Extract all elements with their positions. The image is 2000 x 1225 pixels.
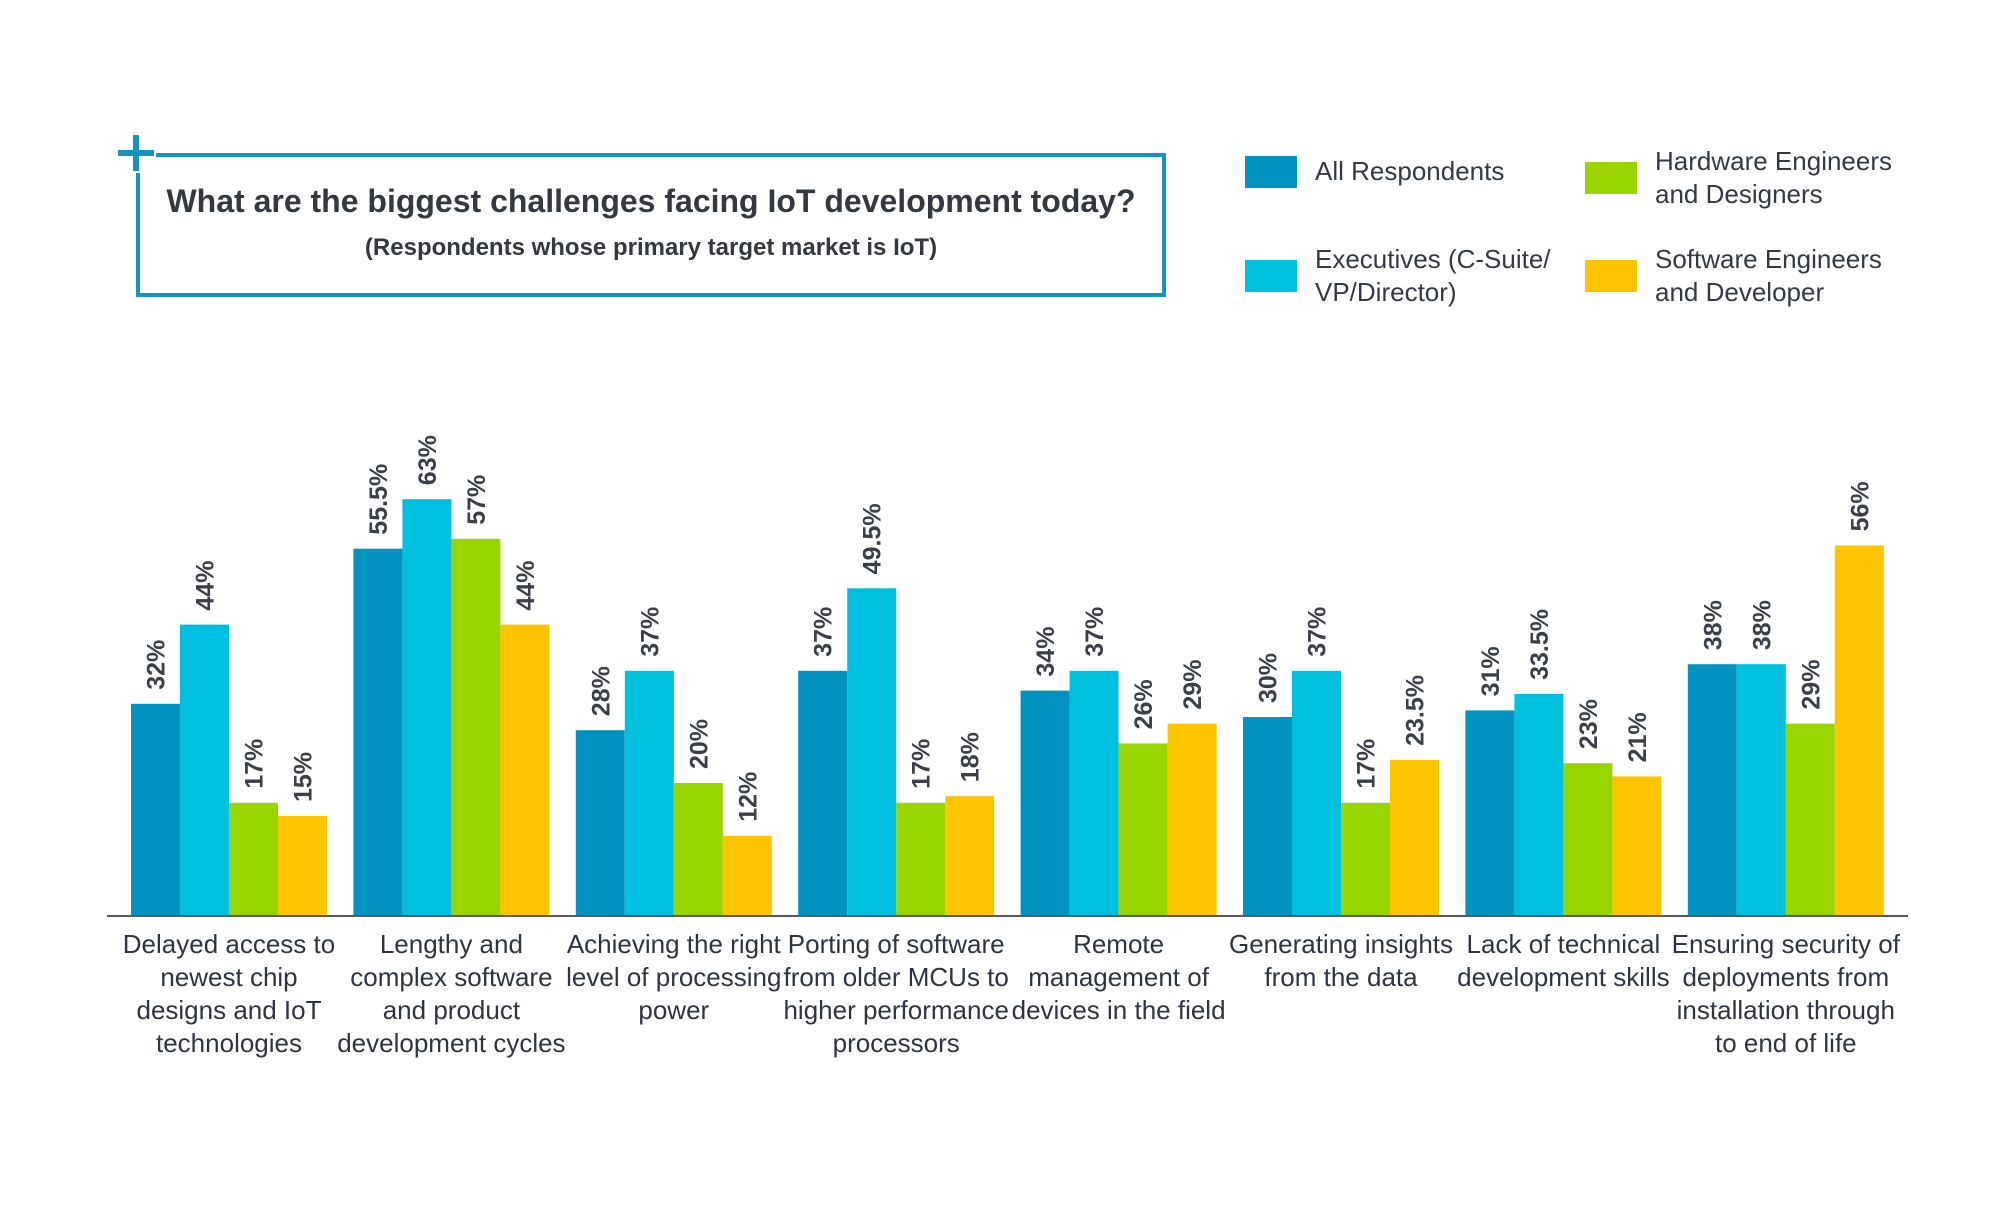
legend-swatch bbox=[1245, 155, 1297, 188]
bar bbox=[1785, 723, 1835, 915]
category-label: Achieving the right level of processing … bbox=[566, 929, 782, 1025]
bar-value-label: 44% bbox=[192, 561, 220, 611]
bar-value-label: 49.5% bbox=[859, 503, 887, 574]
legend-swatch bbox=[1585, 260, 1637, 292]
bar bbox=[1167, 723, 1217, 915]
bar-value-label: 28% bbox=[587, 666, 615, 716]
bar bbox=[1465, 710, 1515, 915]
bar-value-label: 57% bbox=[463, 475, 491, 525]
bar-value-label: 23.5% bbox=[1402, 675, 1430, 746]
bar bbox=[673, 783, 723, 915]
bar bbox=[624, 670, 674, 915]
bar bbox=[1390, 759, 1439, 915]
title-box: What are the biggest challenges facing I… bbox=[136, 153, 1166, 297]
bar-value-label: 44% bbox=[512, 561, 540, 611]
bar bbox=[180, 624, 229, 915]
bar bbox=[1834, 545, 1884, 915]
bar-value-label: 37% bbox=[1304, 607, 1332, 657]
bar-value-label: 32% bbox=[143, 640, 171, 690]
bar-value-label: 37% bbox=[636, 607, 664, 657]
legend-item-executives: Executives (C-Suite/ VP/Director) bbox=[1245, 243, 1575, 309]
bar bbox=[1020, 690, 1070, 915]
bar-value-label: 26% bbox=[1130, 679, 1158, 729]
bar bbox=[1514, 693, 1564, 915]
legend-swatch bbox=[1245, 260, 1297, 292]
bar bbox=[229, 802, 278, 915]
bar-value-label: 37% bbox=[810, 607, 838, 657]
bar-value-label: 63% bbox=[414, 435, 442, 485]
bar-value-label: 33.5% bbox=[1526, 609, 1554, 680]
category-label: Delayed access to newest chip designs an… bbox=[122, 929, 336, 1058]
bar bbox=[500, 624, 550, 915]
legend-label: All Respondents bbox=[1315, 156, 1505, 186]
bar bbox=[575, 730, 625, 915]
bar-value-label: 55.5% bbox=[365, 464, 393, 535]
bar-value-label: 12% bbox=[734, 772, 762, 822]
category-label: Generating insights from the data bbox=[1228, 929, 1454, 992]
bar-value-label: 21% bbox=[1624, 712, 1652, 762]
bar bbox=[1118, 743, 1168, 915]
bar bbox=[278, 816, 327, 915]
legend-label: Hardware Engineers and Designers bbox=[1655, 146, 1893, 209]
bar-value-label: 31% bbox=[1477, 646, 1505, 696]
bar-value-label: 23% bbox=[1575, 699, 1603, 749]
chart-title: What are the biggest challenges facing I… bbox=[166, 183, 1136, 219]
bar bbox=[798, 670, 848, 915]
bar-value-label: 17% bbox=[241, 739, 269, 789]
bar-value-label: 37% bbox=[1081, 607, 1109, 657]
bar bbox=[722, 835, 772, 915]
bar-value-label: 38% bbox=[1699, 600, 1727, 650]
legend-item-software-engineers: Software Engineers and Developer bbox=[1585, 243, 1915, 309]
bar-value-label: 18% bbox=[957, 732, 985, 782]
category-label: Ensuring security of deployments from in… bbox=[1671, 929, 1900, 1058]
bar bbox=[1243, 717, 1292, 915]
bar-value-label: 20% bbox=[685, 719, 713, 769]
bar bbox=[1612, 776, 1662, 915]
category-label: Porting of software from older MCUs to h… bbox=[783, 929, 1009, 1058]
legend: All Respondents Hardware Engineers and D… bbox=[1240, 145, 1980, 315]
bar bbox=[353, 548, 403, 915]
bar bbox=[1736, 664, 1786, 915]
bar-value-label: 29% bbox=[1179, 660, 1207, 710]
legend-item-all-respondents: All Respondents bbox=[1245, 155, 1575, 188]
corner-plus-mark-overlay bbox=[116, 133, 156, 173]
chart-subtitle: (Respondents whose primary target market… bbox=[364, 234, 938, 261]
bar bbox=[945, 796, 995, 915]
bar-value-label: 38% bbox=[1748, 600, 1776, 650]
category-label: Lack of technical development skills bbox=[1457, 929, 1670, 992]
legend-swatch bbox=[1585, 162, 1637, 194]
bar bbox=[1563, 763, 1613, 915]
bar bbox=[1069, 670, 1119, 915]
bar-value-label: 17% bbox=[1353, 739, 1381, 789]
legend-label: Software Engineers and Developer bbox=[1655, 244, 1882, 307]
category-label: Remote management of devices in the fiel… bbox=[1011, 929, 1226, 1025]
bar bbox=[1687, 664, 1737, 915]
bar-value-label: 15% bbox=[290, 752, 318, 802]
bar-value-label: 30% bbox=[1255, 653, 1283, 703]
legend-label: Executives (C-Suite/ VP/Director) bbox=[1315, 244, 1551, 307]
category-label: Lengthy and complex software and product… bbox=[337, 929, 566, 1058]
bar bbox=[1341, 802, 1390, 915]
bar bbox=[896, 802, 946, 915]
bar-value-label: 17% bbox=[908, 739, 936, 789]
legend-item-hardware-engineers: Hardware Engineers and Designers bbox=[1585, 145, 1915, 211]
bar bbox=[402, 499, 452, 915]
bar bbox=[1292, 670, 1341, 915]
bar-value-label: 29% bbox=[1797, 660, 1825, 710]
bar-value-label: 34% bbox=[1032, 627, 1060, 677]
bar bbox=[131, 703, 180, 915]
bar bbox=[847, 588, 897, 915]
bar bbox=[451, 538, 501, 915]
bar-value-label: 56% bbox=[1846, 481, 1874, 531]
